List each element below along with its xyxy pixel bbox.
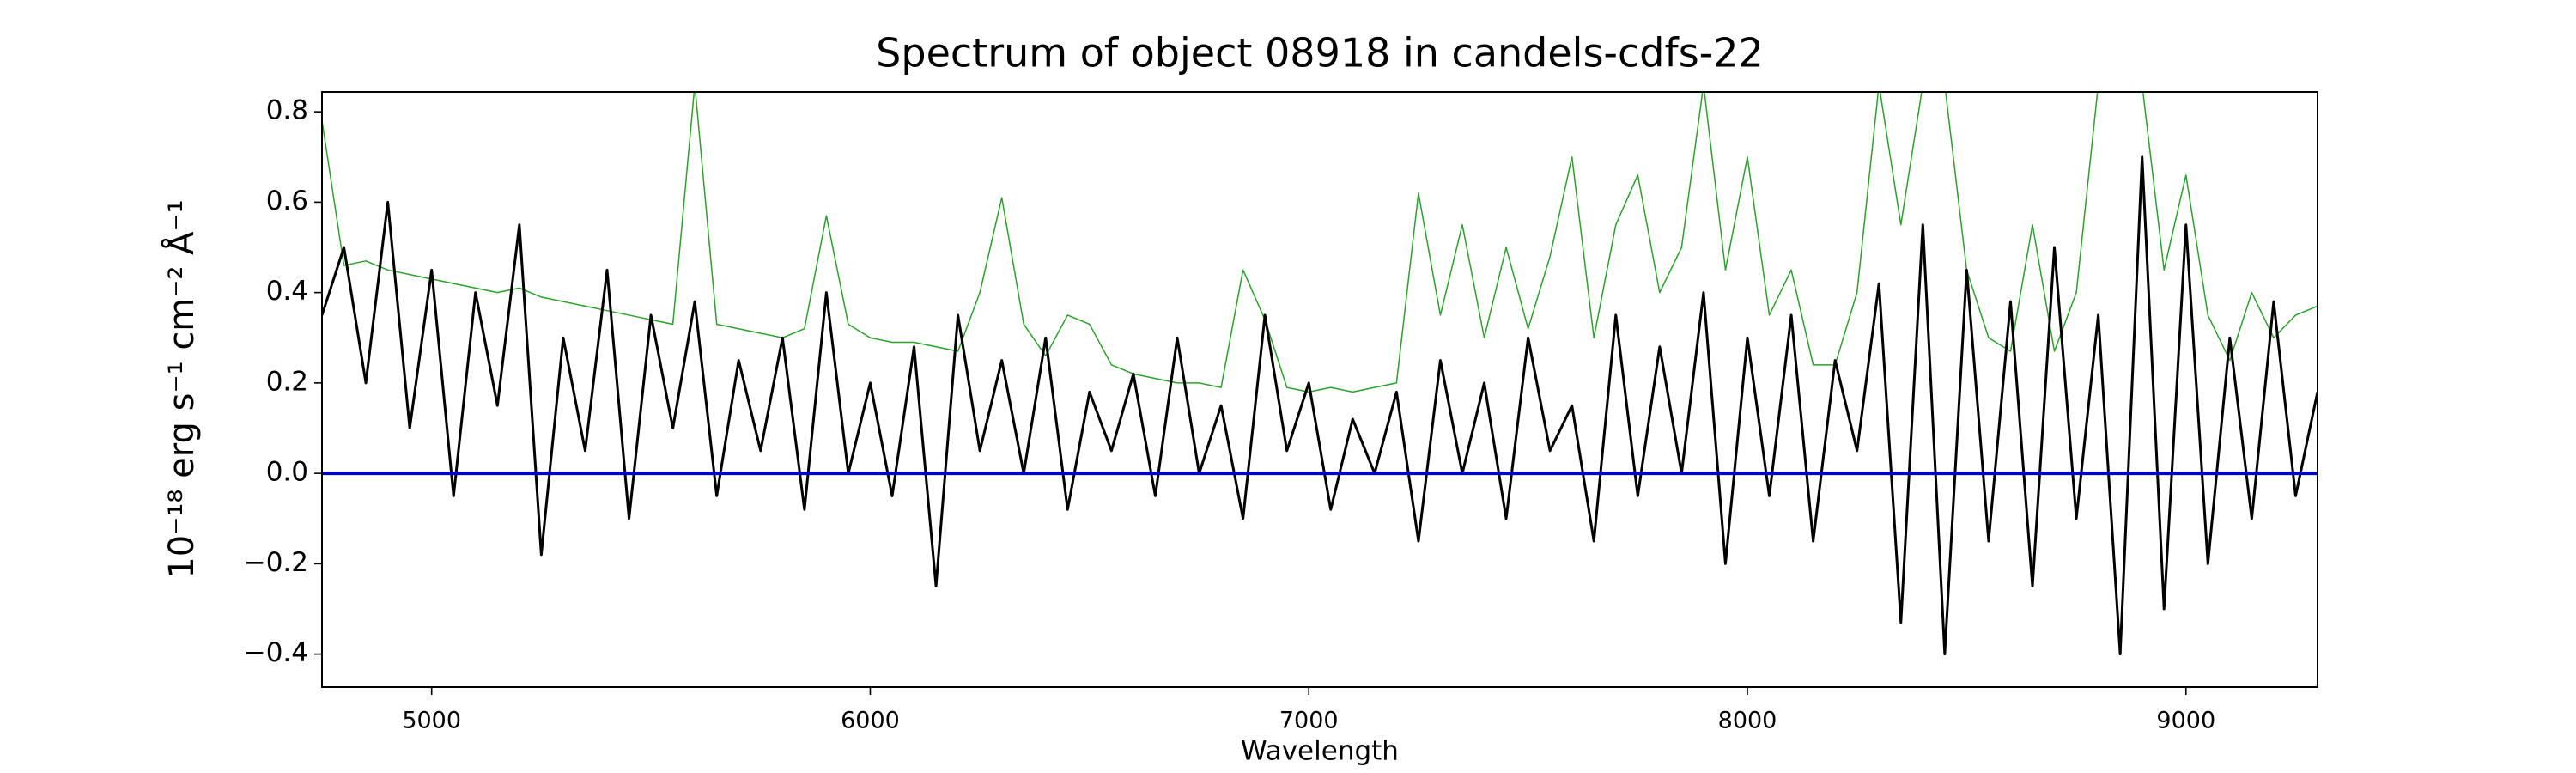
plot-frame [321,91,2318,688]
x-tick-label: 6000 [841,708,900,734]
y-tick-label: 0.0 [266,457,308,488]
x-tick-label: 8000 [1718,708,1777,734]
y-tick-label: −0.4 [244,637,308,668]
y-axis-label: 10⁻¹⁸ erg s⁻¹ cm⁻² Å⁻¹ [161,199,202,578]
y-tick-label: 0.2 [266,366,308,397]
spectrum-line [322,155,2318,656]
x-axis-label: Wavelength [1241,736,1399,767]
x-tick-label: 9000 [2156,708,2215,734]
y-tick-label: 0.8 [266,95,308,126]
y-tick-label: 0.6 [266,186,308,216]
y-tick-label: 0.4 [266,276,308,307]
x-tick-label: 5000 [402,708,461,734]
spectrum-line [322,92,2318,393]
chart-title: Spectrum of object 08918 in candels-cdfs… [876,30,1764,76]
y-tick-label: −0.2 [244,547,308,578]
x-tick-label: 7000 [1279,708,1339,734]
